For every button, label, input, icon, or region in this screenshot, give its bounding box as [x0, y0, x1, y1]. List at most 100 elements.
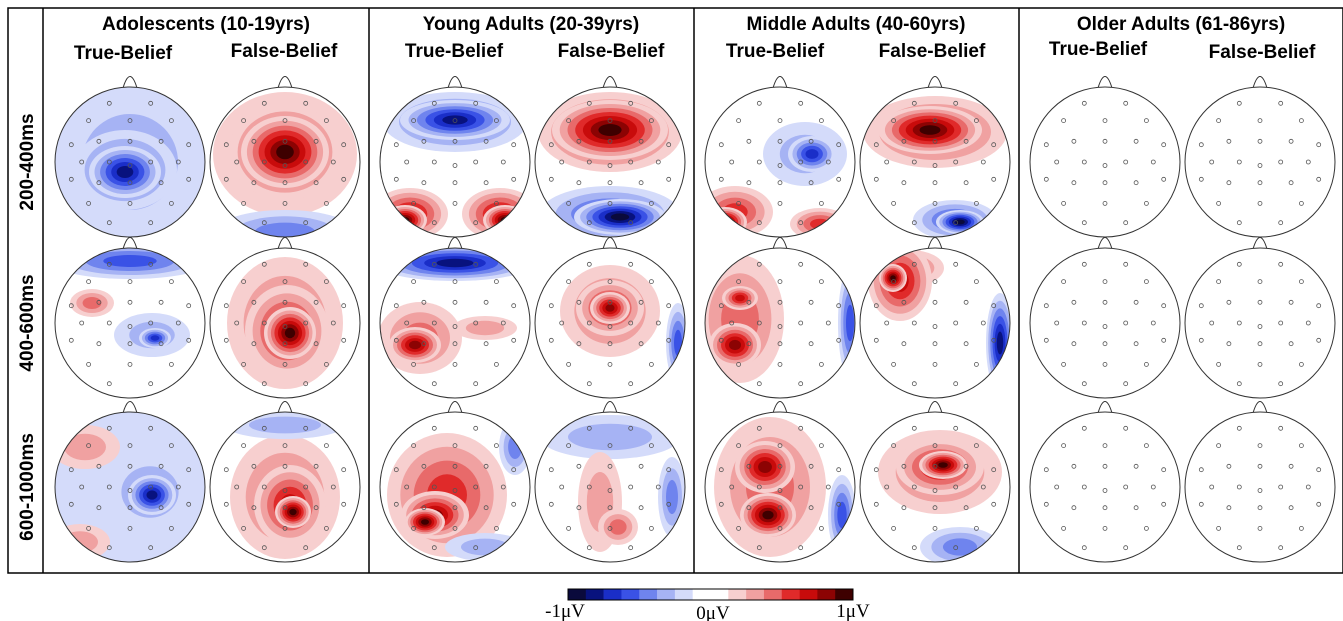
head-outline: [54, 411, 206, 563]
colorbar-swatch: [799, 589, 818, 600]
condition-label-true-belief: True-Belief: [405, 41, 504, 62]
nose-outline: [447, 401, 463, 414]
headmap-young-adults-false-belief-400-600ms: [534, 237, 686, 399]
nose-outline: [602, 401, 618, 414]
colorbar-swatch: [781, 589, 800, 600]
head-outline: [534, 247, 686, 399]
colorbar-swatch: [568, 589, 587, 600]
nose-outline: [122, 76, 138, 89]
condition-label-false-belief: False-Belief: [231, 41, 338, 62]
nose-outline: [1097, 401, 1113, 414]
colorbar-swatch: [639, 589, 658, 600]
headmap-older-adults-true-belief-600-1000ms: [1029, 401, 1181, 563]
headmap-middle-adults-true-belief-200-400ms: [704, 76, 856, 238]
group-title-middle-adults: Middle Adults (40-60yrs): [747, 14, 966, 35]
nose-outline: [1097, 76, 1113, 89]
headmap-middle-adults-false-belief-600-1000ms: [859, 401, 1011, 563]
head-outline: [859, 247, 1011, 399]
headmap-older-adults-false-belief-600-1000ms: [1184, 401, 1336, 563]
head-outline: [859, 411, 1011, 563]
nose-outline: [277, 76, 293, 89]
headmap-older-adults-false-belief-200-400ms: [1184, 76, 1336, 238]
headmap-young-adults-false-belief-600-1000ms: [534, 401, 686, 563]
condition-label-true-belief: True-Belief: [74, 43, 173, 64]
headmap-older-adults-true-belief-200-400ms: [1029, 76, 1181, 238]
group-title-older-adults: Older Adults (61-86yrs): [1077, 14, 1285, 35]
row-label-400-600ms: 400-600ms: [17, 274, 38, 371]
head-outline: [54, 247, 206, 399]
head-outline: [1029, 411, 1181, 563]
headmap-middle-adults-false-belief-200-400ms: [859, 76, 1011, 238]
colorbar-swatch: [763, 589, 783, 600]
group-title-young-adults: Young Adults (20-39yrs): [423, 14, 639, 35]
condition-label-false-belief: False-Belief: [879, 41, 986, 62]
colorbar-swatch: [728, 589, 747, 600]
nose-outline: [447, 76, 463, 89]
colorbar-swatch: [710, 589, 729, 600]
colorbar-swatch: [621, 589, 640, 600]
head-outline: [379, 247, 531, 399]
head-outline: [704, 247, 856, 399]
headmap-middle-adults-false-belief-400-600ms: [859, 237, 1011, 399]
headmap-young-adults-true-belief-400-600ms: [379, 237, 531, 399]
headmap-middle-adults-true-belief-600-1000ms: [704, 401, 856, 563]
row-label-600-1000ms: 600-1000ms: [17, 433, 38, 541]
headmap-adolescents-true-belief-600-1000ms: [54, 401, 206, 563]
headmap-middle-adults-true-belief-400-600ms: [704, 237, 856, 399]
nose-outline: [602, 76, 618, 89]
headmap-older-adults-false-belief-400-600ms: [1184, 237, 1336, 399]
nose-outline: [927, 401, 943, 414]
headmap-adolescents-false-belief-600-1000ms: [209, 401, 361, 563]
condition-label-false-belief: False-Belief: [1209, 42, 1316, 63]
colorbar-swatch: [603, 589, 622, 600]
condition-label-true-belief: True-Belief: [726, 41, 825, 62]
head-outline: [209, 247, 361, 399]
condition-label-false-belief: False-Belief: [558, 41, 665, 62]
head-outline: [534, 411, 686, 563]
condition-label-true-belief: True-Belief: [1049, 39, 1148, 60]
nose-outline: [447, 237, 463, 250]
nose-outline: [1252, 401, 1268, 414]
headmap-adolescents-true-belief-200-400ms: [54, 76, 206, 238]
head-outline: [1184, 411, 1336, 563]
nose-outline: [927, 237, 943, 250]
colorbar: -1μV 0μV 1μV: [545, 588, 870, 621]
colorbar-swatch: [746, 589, 765, 600]
colorbar-swatch: [817, 589, 836, 600]
nose-outline: [277, 401, 293, 414]
row-label-200-400ms: 200-400ms: [17, 113, 38, 210]
nose-outline: [772, 401, 788, 414]
headmap-young-adults-false-belief-200-400ms: [534, 76, 686, 238]
colorbar-swatch: [674, 589, 693, 600]
nose-outline: [122, 401, 138, 414]
headmap-adolescents-false-belief-400-600ms: [209, 237, 361, 399]
nose-outline: [1097, 237, 1113, 250]
colorbar-swatch: [657, 589, 676, 600]
head-outline: [1184, 247, 1336, 399]
colorbar-min-label: -1μV: [545, 601, 585, 621]
headmap-older-adults-true-belief-400-600ms: [1029, 237, 1181, 399]
headmap-young-adults-true-belief-600-1000ms: [379, 401, 531, 563]
nose-outline: [1252, 76, 1268, 89]
head-outline: [704, 411, 856, 563]
head-outline: [209, 411, 361, 563]
nose-outline: [602, 237, 618, 250]
group-title-adolescents: Adolescents (10-19yrs): [102, 14, 310, 35]
nose-outline: [122, 237, 138, 250]
colorbar-swatch: [835, 589, 854, 600]
colorbar-outline: [567, 588, 854, 601]
nose-outline: [772, 76, 788, 89]
nose-outline: [1252, 237, 1268, 250]
nose-outline: [927, 76, 943, 89]
headmap-young-adults-true-belief-200-400ms: [379, 76, 531, 238]
colorbar-swatch: [585, 589, 604, 600]
nose-outline: [277, 237, 293, 250]
nose-outline: [772, 237, 788, 250]
headmap-adolescents-false-belief-200-400ms: [209, 76, 361, 238]
headmap-adolescents-true-belief-400-600ms: [54, 237, 206, 399]
colorbar-mid-label: 0μV: [696, 603, 730, 621]
head-outline: [379, 411, 531, 563]
figure-frame: [7, 7, 1343, 574]
colorbar-swatch: [692, 589, 711, 600]
